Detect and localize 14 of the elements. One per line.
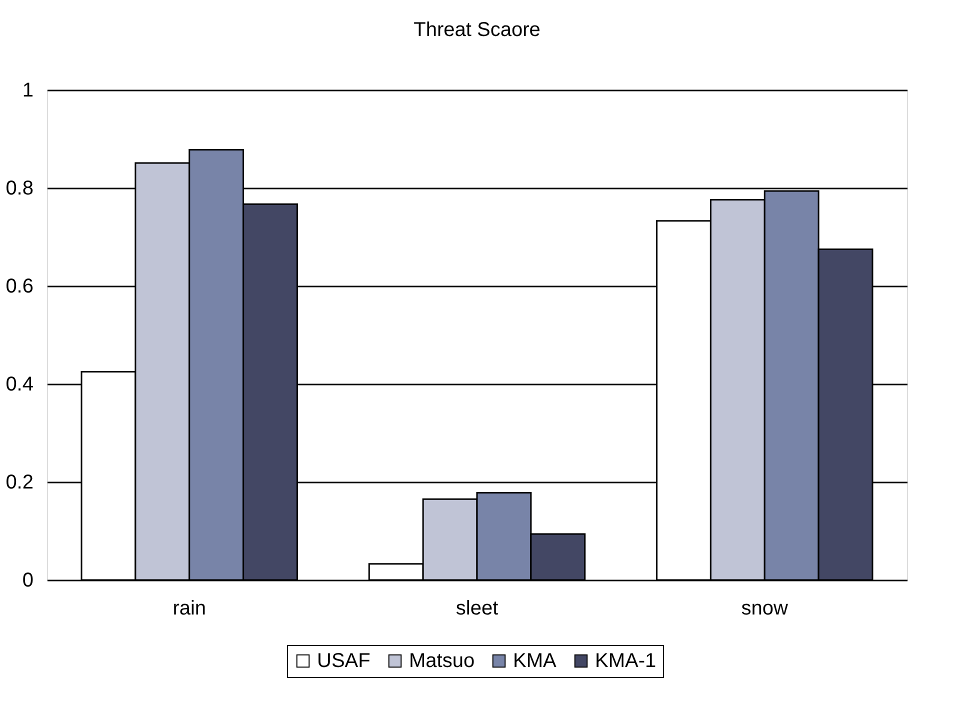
x-tick-label: rain bbox=[172, 598, 206, 620]
x-tick-label: snow bbox=[741, 598, 789, 620]
y-tick-label: 0.6 bbox=[6, 276, 34, 298]
y-tick-label: 0.8 bbox=[6, 178, 34, 200]
legend-label: KMA bbox=[513, 650, 557, 672]
legend-label: KMA-1 bbox=[595, 650, 656, 672]
chart-title: Threat Scaore bbox=[414, 19, 540, 41]
y-tick-label: 0.2 bbox=[6, 472, 34, 494]
y-tick-label: 0.4 bbox=[6, 374, 34, 396]
y-tick-label: 1 bbox=[22, 80, 34, 102]
legend-label: USAF bbox=[317, 650, 370, 672]
y-tick-label: 0 bbox=[22, 570, 34, 592]
legend-label: Matsuo bbox=[409, 650, 475, 672]
x-tick-label: sleet bbox=[456, 598, 499, 620]
